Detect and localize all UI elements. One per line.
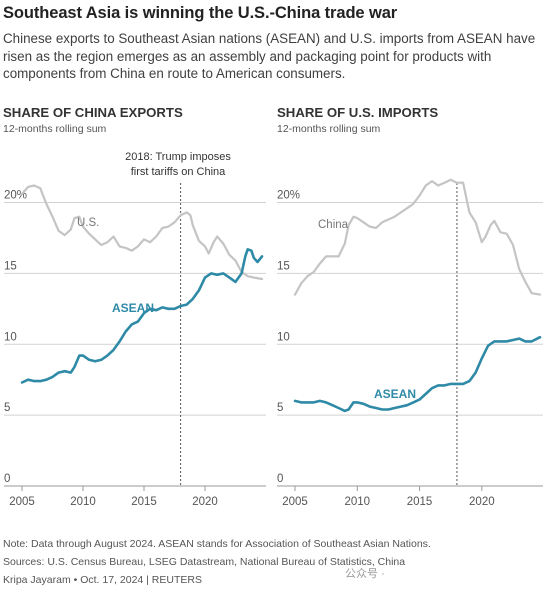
series-line-asean bbox=[20, 248, 264, 384]
y-tick-label: 5 bbox=[277, 402, 283, 414]
chart-subtitle: Chinese exports to Southeast Asian natio… bbox=[3, 31, 536, 81]
annotation-text: first tariffs on China bbox=[131, 166, 226, 178]
y-tick-label: 10 bbox=[277, 331, 290, 343]
series-line-us bbox=[20, 184, 264, 281]
series-label-us: U.S. bbox=[77, 217, 99, 229]
x-tick-label: 2005 bbox=[9, 496, 35, 508]
series-label-china: China bbox=[318, 219, 349, 231]
y-tick-label: 0 bbox=[277, 473, 283, 485]
footer-credit: Kripa Jayaram • Oct. 17, 2024 | REUTERS bbox=[3, 574, 202, 586]
annotation-text: 2018: Trump imposes bbox=[125, 151, 231, 163]
x-tick-label: 2010 bbox=[344, 496, 370, 508]
x-tick-label: 2020 bbox=[192, 496, 218, 508]
y-tick-label: 5 bbox=[4, 402, 10, 414]
x-tick-label: 2015 bbox=[407, 496, 433, 508]
footer-sources: Sources: U.S. Census Bureau, LSEG Datast… bbox=[3, 556, 406, 568]
series-line-asean bbox=[293, 335, 542, 413]
left-panel-subtitle: 12-months rolling sum bbox=[3, 123, 107, 135]
panel-us-imports: 0 5 10 15 20% 2005 2010 2015 2020 China ASEAN bbox=[277, 178, 543, 508]
y-tick-label: 15 bbox=[4, 260, 17, 272]
x-tick-label: 2015 bbox=[131, 496, 157, 508]
watermark: 公众号 · bbox=[345, 568, 385, 580]
x-tick-label: 2020 bbox=[469, 496, 495, 508]
left-panel-title: SHARE OF CHINA EXPORTS bbox=[3, 105, 183, 120]
series-line-china bbox=[293, 178, 542, 296]
y-tick-label: 10 bbox=[4, 331, 17, 343]
x-tick-label: 2010 bbox=[70, 496, 96, 508]
footer-note: Note: Data through August 2024. ASEAN st… bbox=[3, 538, 431, 550]
series-label-asean: ASEAN bbox=[112, 301, 154, 315]
x-tick-label: 2005 bbox=[282, 496, 308, 508]
panel-china-exports: 0 5 10 15 20% 2005 2010 2015 2020 2018: Trump imp… bbox=[4, 151, 266, 508]
chart-title: Southeast Asia is winning the U.S.-China… bbox=[3, 4, 398, 22]
y-tick-label: 0 bbox=[4, 473, 10, 485]
right-panel-title: SHARE OF U.S. IMPORTS bbox=[277, 105, 439, 120]
series-label-asean: ASEAN bbox=[374, 387, 416, 401]
right-panel-subtitle: 12-months rolling sum bbox=[277, 123, 381, 135]
y-tick-label: 15 bbox=[277, 260, 290, 272]
y-tick-label: 20% bbox=[277, 190, 300, 202]
y-tick-label: 20% bbox=[4, 190, 27, 202]
